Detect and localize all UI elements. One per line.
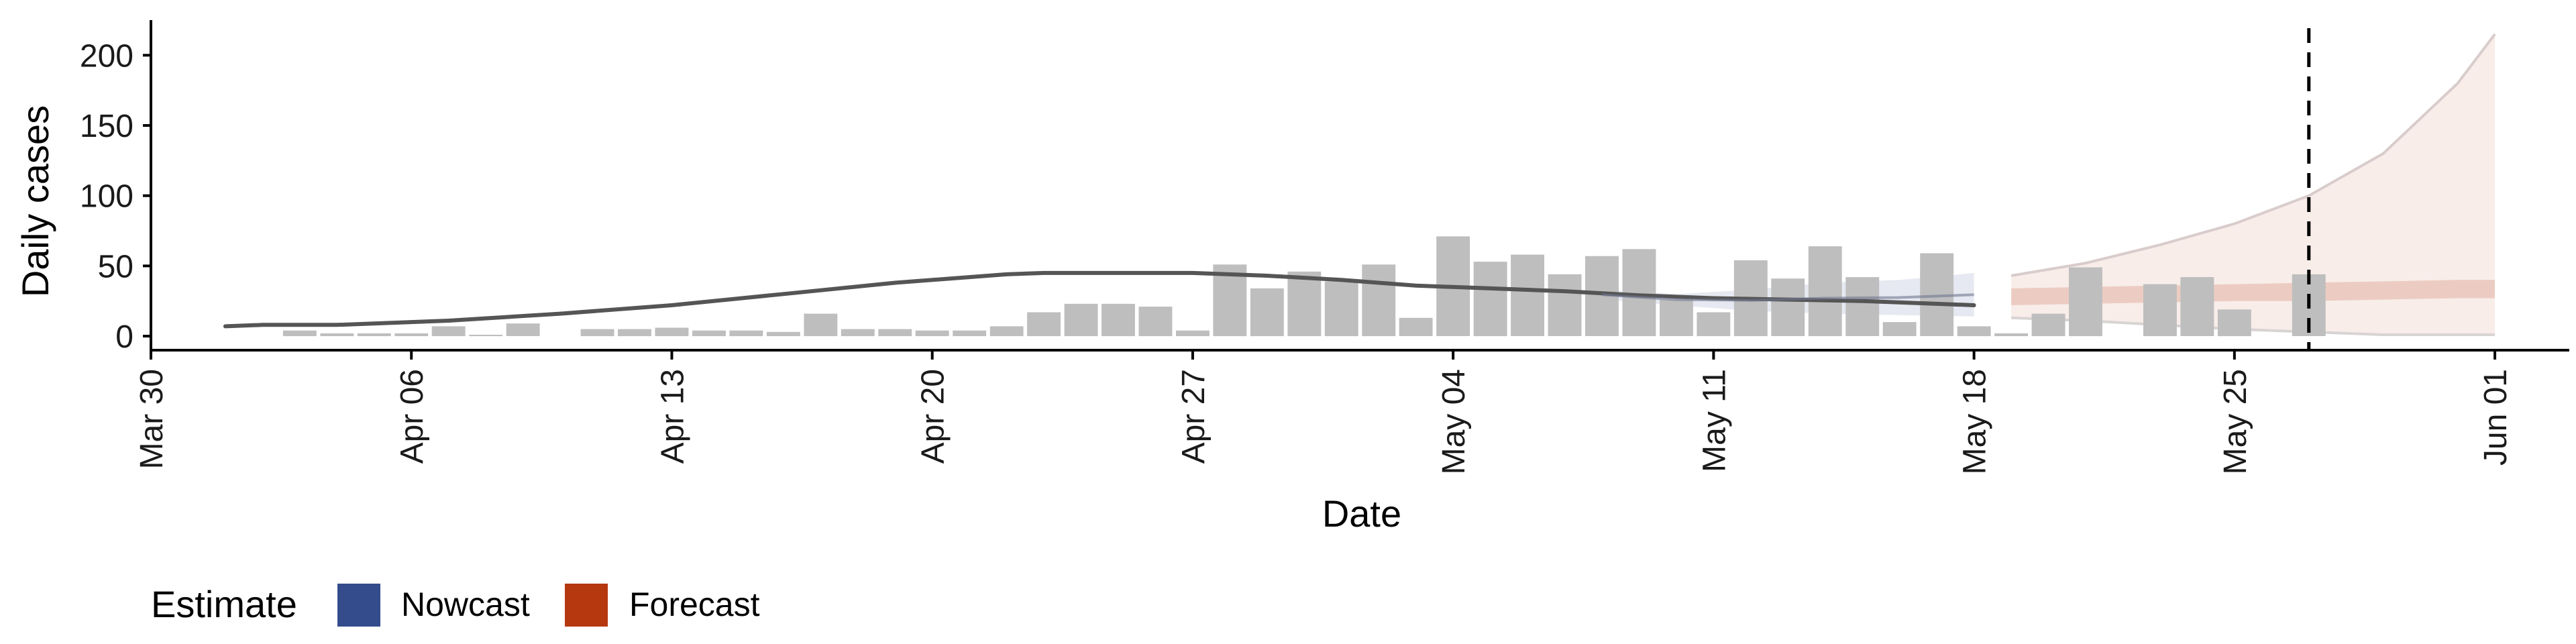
x-tick-label: May 04 (1436, 369, 1472, 474)
bar (692, 330, 726, 337)
bar (580, 329, 614, 337)
y-tick-label: 150 (80, 109, 133, 144)
y-tick-label: 0 (115, 319, 133, 355)
bar (1176, 330, 1210, 337)
forecast-band-inner (2011, 280, 2496, 305)
bar (282, 330, 317, 337)
bar (2180, 277, 2214, 336)
bar (1548, 274, 1582, 336)
bar (1138, 307, 1173, 337)
legend-swatch-forecast (565, 584, 608, 627)
estimate-line-group (223, 270, 1976, 329)
bar (804, 313, 838, 337)
y-tick-label: 200 (80, 38, 133, 74)
x-tick-label: Apr 06 (394, 369, 430, 464)
bar (1287, 271, 1322, 337)
bar (1771, 278, 1805, 336)
nowcast-median-line (1601, 293, 1974, 302)
y-axis-title: Daily cases (14, 105, 56, 297)
bar (1882, 322, 1917, 336)
legend-swatch-nowcast (337, 584, 380, 627)
x-tick-label: May 11 (1697, 369, 1732, 472)
axes: 0 50 100 150 200 Mar 30 Apr 06 Apr 13 Apr 20 Apr … (80, 20, 2569, 474)
bar (1957, 326, 1991, 337)
y-tick-label: 100 (80, 179, 133, 215)
bar (766, 331, 800, 337)
x-axis-title: Date (1322, 492, 1401, 535)
bar (1064, 303, 1098, 337)
bar (320, 333, 354, 337)
x-tick-label: Apr 27 (1176, 369, 1212, 464)
x-tick-label: Jun 01 (2478, 369, 2514, 466)
reported-cases-bars (282, 236, 2326, 337)
bar (1994, 333, 2028, 337)
bar (1027, 312, 1061, 337)
bar (655, 327, 689, 337)
bar (1660, 299, 1693, 336)
x-tick-label: Apr 13 (655, 369, 691, 464)
bar (729, 330, 763, 337)
bar (1324, 281, 1358, 337)
bar (1399, 317, 1433, 336)
bar (953, 330, 987, 337)
bar (431, 326, 466, 337)
bar (357, 333, 391, 337)
bar (2069, 267, 2102, 337)
bar (618, 329, 651, 337)
bar (1808, 246, 1842, 337)
bar (1473, 262, 1507, 337)
x-tick-label: Apr 20 (916, 369, 951, 464)
bar (1622, 249, 1656, 337)
bar (989, 326, 1024, 337)
bar (506, 323, 540, 336)
estimate-line (223, 270, 1976, 329)
bar (1845, 277, 1880, 336)
bar (915, 330, 949, 337)
bar (1697, 312, 1731, 337)
bar (1362, 264, 1396, 337)
legend-label-nowcast: Nowcast (401, 586, 530, 623)
bar (841, 329, 875, 337)
bar (2031, 313, 2065, 337)
forecast-bands (2010, 33, 2496, 336)
bar (394, 333, 429, 337)
forecast-upper-edge (2010, 33, 2496, 277)
bar (1250, 288, 1284, 337)
bar (878, 329, 912, 337)
bar (469, 335, 503, 337)
bar (1102, 303, 1135, 337)
legend-title: Estimate (151, 583, 297, 625)
bar (2143, 284, 2177, 337)
legend-label-forecast: Forecast (629, 586, 760, 623)
y-tick-label: 50 (98, 249, 133, 284)
legend: Estimate Nowcast Forecast (151, 583, 760, 627)
x-tick-label: May 25 (2218, 369, 2253, 474)
forecast-band-outer (2011, 34, 2496, 335)
bar (2217, 309, 2251, 337)
bar (1511, 254, 1544, 336)
x-tick-label: Mar 30 (134, 369, 170, 469)
x-tick-label: May 18 (1957, 369, 1993, 474)
